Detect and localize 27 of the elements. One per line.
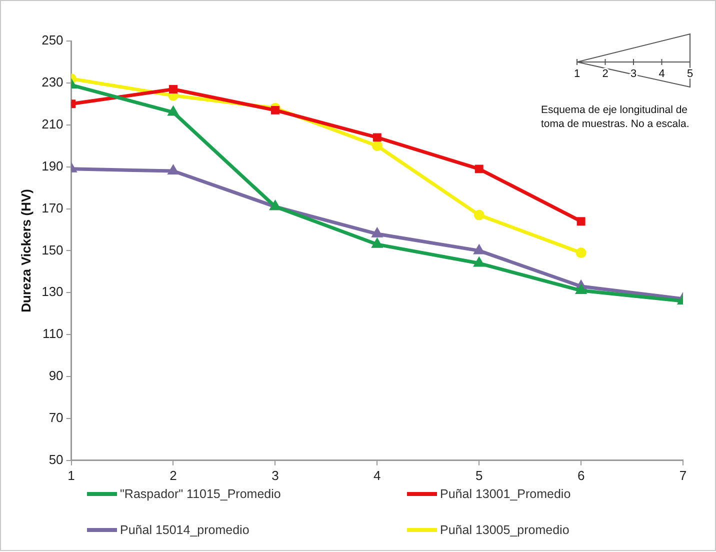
y-tick-label: 70: [48, 410, 64, 426]
y-tick-label: 50: [48, 452, 64, 467]
y-tick-label: 210: [42, 116, 64, 132]
x-tick-label: 2: [170, 468, 177, 483]
legend-label: "Raspador" 11015_Promedio: [120, 487, 281, 501]
annotation: 1: [574, 68, 580, 80]
x-tick-label: 1: [68, 468, 75, 483]
y-axis-title: Dureza Vickers (HV): [18, 189, 34, 312]
x-tick-label: 7: [679, 468, 687, 483]
y-tick-label: 250: [42, 32, 64, 48]
x-tick-label: 3: [272, 468, 279, 483]
legend-label: Puñal 15014_promedio: [120, 523, 250, 537]
y-tick-label: 90: [48, 368, 64, 384]
y-tick-label: 110: [42, 326, 64, 342]
y-tick-label: 150: [42, 242, 64, 258]
y-tick-label: 130: [42, 284, 64, 300]
y-tick-label: 230: [42, 74, 64, 90]
annotation: 2: [602, 68, 608, 80]
annotation: Esquema de eje longitudinal de toma de muestras. No a escala.: [541, 103, 690, 131]
y-tick-label: 170: [42, 200, 64, 216]
y-tick-label: 190: [42, 158, 64, 174]
x-tick-label: 6: [577, 468, 585, 483]
annotation: 4: [658, 68, 665, 80]
legend-label: Puñal 13001_Promedio: [440, 487, 571, 501]
x-tick-label: 5: [475, 468, 483, 483]
x-tick-label: 4: [374, 468, 381, 483]
legend-label: Puñal 13005_promedio: [440, 523, 570, 537]
